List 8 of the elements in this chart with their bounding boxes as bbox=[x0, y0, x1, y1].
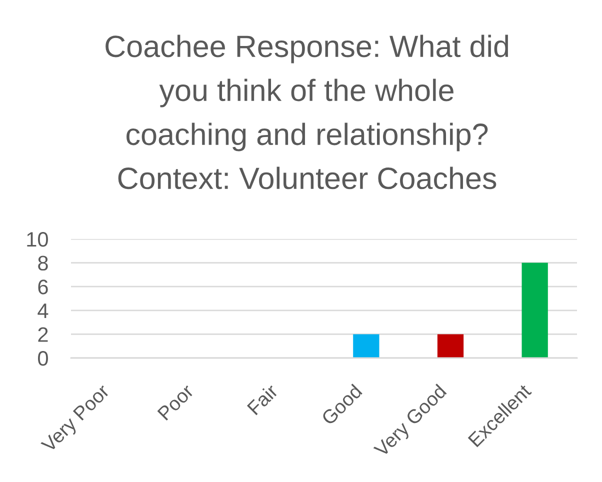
y-tick-label: 10 bbox=[27, 232, 48, 247]
y-tick-label: 4 bbox=[38, 304, 48, 318]
y-tick-label: 0 bbox=[38, 351, 48, 366]
y-tick-label: 6 bbox=[38, 280, 48, 294]
chart-title: Coachee Response: What did you think of the whole coaching and relationship? Context: Volunteer Coaches bbox=[106, 34, 508, 190]
y-tick-label: 2 bbox=[38, 327, 48, 342]
y-tick-label: 8 bbox=[38, 256, 48, 271]
x-tick-label: Fair bbox=[246, 382, 279, 416]
